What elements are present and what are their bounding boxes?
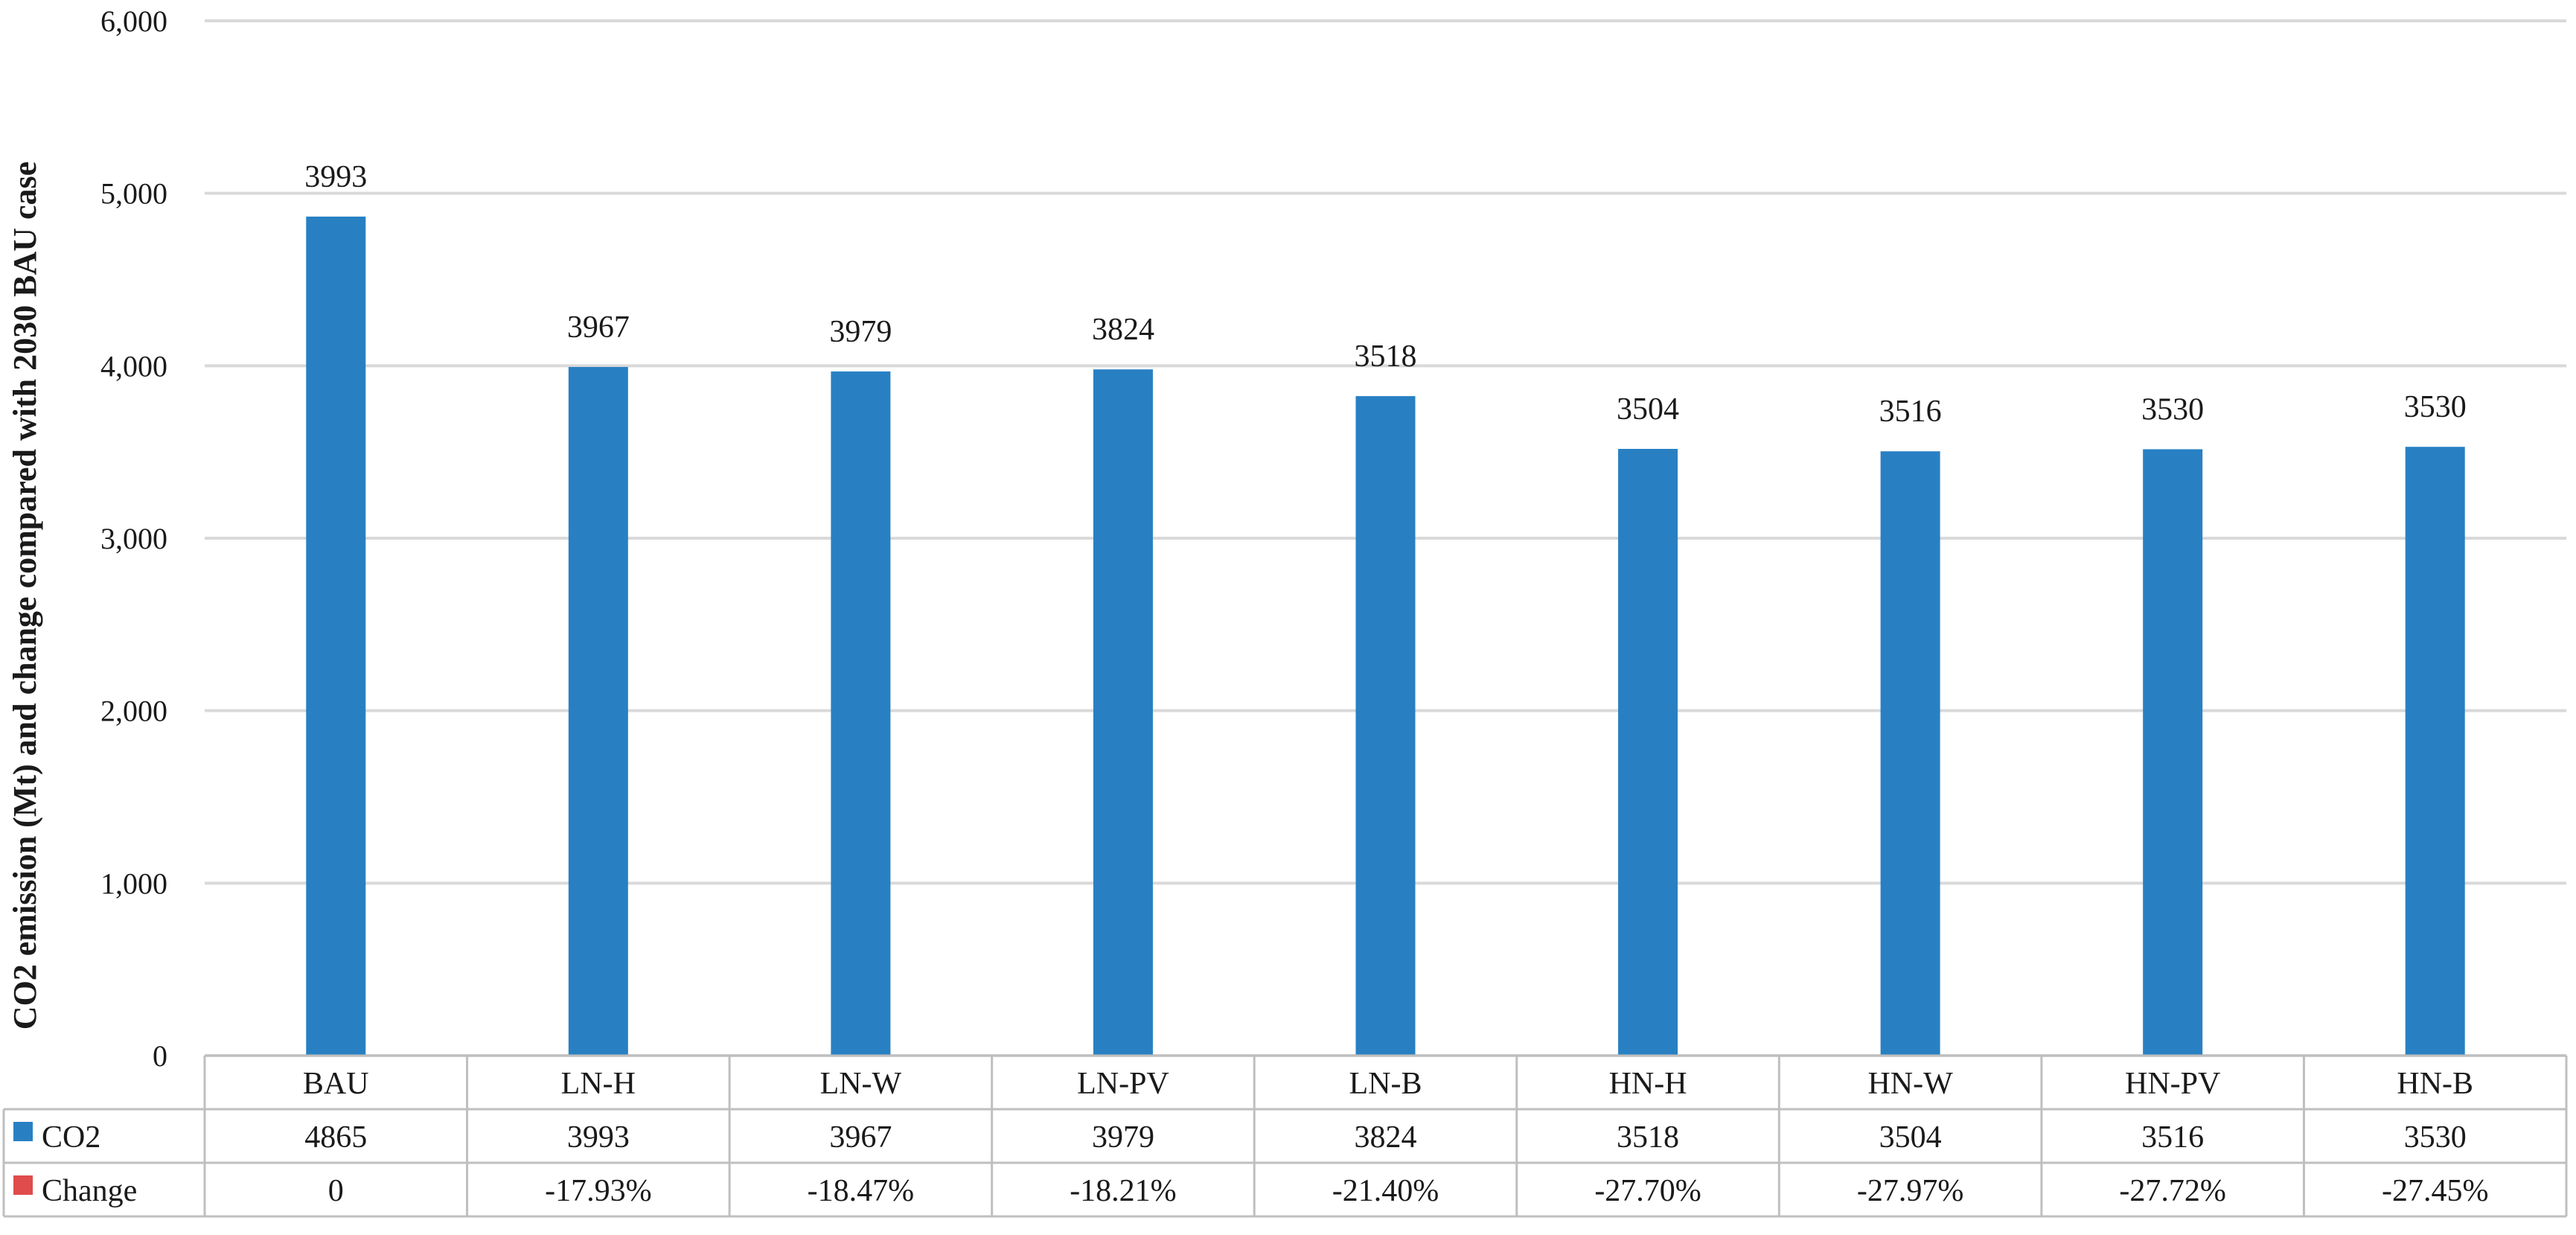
category-label: HN-W xyxy=(1867,1067,1953,1101)
table-cell: -17.93% xyxy=(545,1174,651,1208)
table-cell: 3504 xyxy=(1879,1120,1942,1155)
data-label: 3967 xyxy=(567,310,630,345)
table-cell: 3967 xyxy=(829,1120,892,1155)
category-label: HN-B xyxy=(2397,1067,2473,1101)
y-tick-label: 6,000 xyxy=(100,4,167,38)
bar-ln-h xyxy=(568,366,628,1056)
y-tick-label: 0 xyxy=(153,1039,167,1073)
y-tick-label: 4,000 xyxy=(100,349,167,383)
bar-bau xyxy=(306,216,366,1056)
table-cell: 3518 xyxy=(1617,1120,1679,1155)
data-label: 3979 xyxy=(829,315,892,349)
table-cell: -21.40% xyxy=(1332,1174,1439,1208)
bar-ln-pv xyxy=(1093,369,1153,1056)
y-tick-label: 1,000 xyxy=(100,867,167,900)
table-cell: 3824 xyxy=(1355,1120,1417,1155)
category-label: BAU xyxy=(303,1067,369,1101)
category-label: HN-PV xyxy=(2125,1067,2220,1101)
legend-swatch-change xyxy=(13,1175,33,1195)
category-label: LN-W xyxy=(820,1067,902,1101)
data-label: 3516 xyxy=(1879,395,1942,429)
row-label: Change xyxy=(42,1174,137,1208)
row-label: CO2 xyxy=(42,1120,100,1155)
table-cell: 3979 xyxy=(1092,1120,1154,1155)
table-cell: -18.21% xyxy=(1070,1174,1176,1208)
table-cell: 0 xyxy=(328,1174,344,1208)
table-cell: -27.45% xyxy=(2382,1174,2488,1208)
category-label: HN-H xyxy=(1609,1067,1687,1101)
table-cell: -18.47% xyxy=(808,1174,914,1208)
table-cell: 3530 xyxy=(2404,1120,2467,1155)
category-label: LN-B xyxy=(1349,1067,1422,1101)
y-axis-ticks: 0 1,000 2,000 3,000 4,000 5,000 6,000 xyxy=(100,4,167,1073)
table-cell: 4865 xyxy=(304,1120,367,1155)
data-label: 3504 xyxy=(1617,392,1679,427)
bar-hn-h xyxy=(1618,448,1678,1056)
y-tick-label: 3,000 xyxy=(100,522,167,555)
data-label: 3518 xyxy=(1355,339,1417,374)
table-cell: -27.70% xyxy=(1594,1174,1701,1208)
bar-ln-b xyxy=(1355,396,1416,1056)
bar-ln-w xyxy=(831,371,891,1056)
table-cell: 3993 xyxy=(567,1120,630,1155)
data-label: 3993 xyxy=(304,160,367,194)
table-cell: -27.97% xyxy=(1857,1174,1963,1208)
y-tick-label: 5,000 xyxy=(100,177,167,211)
y-tick-label: 2,000 xyxy=(100,695,167,728)
bars xyxy=(306,216,2465,1056)
data-label: 3530 xyxy=(2404,390,2467,424)
bar-hn-pv xyxy=(2143,449,2203,1056)
legend-swatch-co2 xyxy=(13,1122,33,1141)
bar-hn-w xyxy=(1880,451,1940,1056)
category-label: LN-PV xyxy=(1077,1067,1169,1101)
y-axis-label: CO2 emission (Mt) and change compared wi… xyxy=(7,162,43,1030)
category-label: LN-H xyxy=(561,1067,636,1101)
data-labels: 3993 3967 3979 3824 3518 3504 3516 3530 3530 xyxy=(304,160,2466,429)
table-cell: -27.72% xyxy=(2119,1174,2225,1208)
table-cell: 3516 xyxy=(2141,1120,2204,1155)
bar-hn-b xyxy=(2405,447,2465,1056)
data-table: BAU LN-H LN-W LN-PV LN-B HN-H HN-W HN-PV HN-B CO2… xyxy=(2,1054,2568,1218)
data-label: 3824 xyxy=(1092,313,1154,347)
data-label: 3530 xyxy=(2141,392,2204,427)
